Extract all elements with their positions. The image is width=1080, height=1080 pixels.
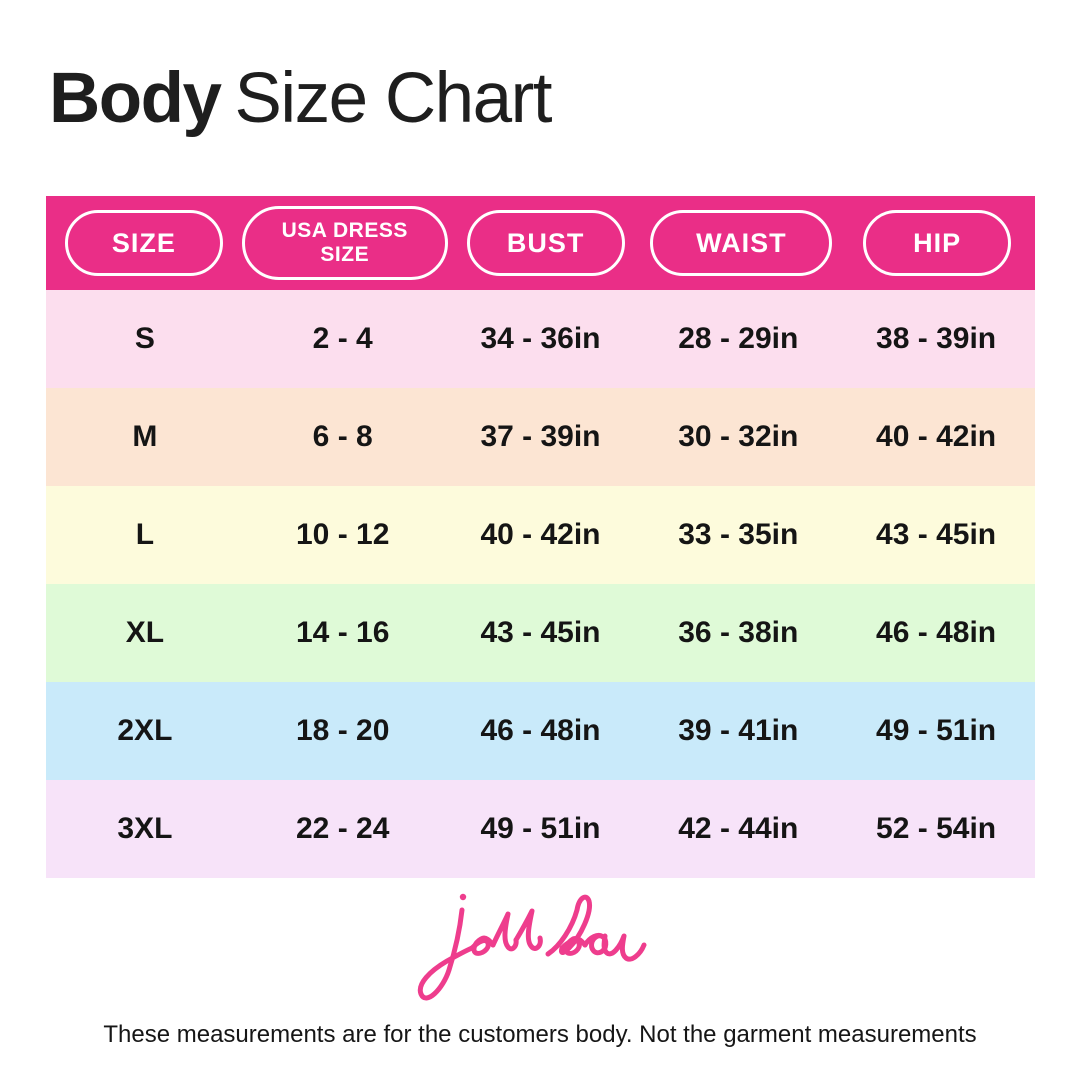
header-cell-bust: BUST	[448, 210, 644, 276]
jess-lea-logo	[416, 886, 656, 1016]
cell-hip: 52 - 54in	[876, 812, 997, 845]
table-row-2xl: 2XL 18 - 20 46 - 48in 39 - 41in 49 - 51i…	[46, 682, 1035, 780]
cell-hip: 46 - 48in	[876, 616, 997, 649]
cell-bust: 49 - 51in	[480, 812, 601, 845]
table-row-l: L 10 - 12 40 - 42in 33 - 35in 43 - 45in	[46, 486, 1035, 584]
cell-hip: 40 - 42in	[876, 420, 997, 453]
header-label: HIP	[913, 227, 962, 258]
cell-usa-dress-size: 14 - 16	[295, 616, 390, 649]
cell-usa-dress-size: 18 - 20	[295, 714, 390, 747]
cell-usa-dress-size: 6 - 8	[312, 420, 373, 453]
table-row-3xl: 3XL 22 - 24 49 - 51in 42 - 44in 52 - 54i…	[46, 780, 1035, 878]
header-cell-usa-dress-size: USA DRESS SIZE	[241, 206, 448, 280]
cell-bust: 46 - 48in	[480, 714, 601, 747]
header-label: USA DRESS	[281, 219, 408, 243]
cell-size: L	[135, 518, 155, 551]
header-label: WAIST	[696, 227, 787, 258]
size-chart-table: SIZE USA DRESS SIZE BUST WAIST	[46, 196, 1035, 878]
cell-waist: 30 - 32in	[678, 420, 799, 453]
cell-waist: 33 - 35in	[678, 518, 799, 551]
footer-note: These measurements are for the customers…	[103, 1021, 977, 1048]
cell-waist: 36 - 38in	[678, 616, 799, 649]
cell-bust: 34 - 36in	[480, 322, 601, 355]
header-cell-waist: WAIST	[644, 210, 840, 276]
cell-usa-dress-size: 22 - 24	[295, 812, 390, 845]
header-label: BUST	[506, 227, 585, 258]
header-pill-bust: BUST	[466, 210, 625, 276]
header-cell-size: SIZE	[46, 210, 242, 276]
cell-size: S	[134, 322, 155, 355]
header-pill-usa-dress-size: USA DRESS SIZE	[241, 206, 448, 280]
table-row-xl: XL 14 - 16 43 - 45in 36 - 38in 46 - 48in	[46, 584, 1035, 682]
title-regular: Size Chart	[234, 59, 553, 138]
header-cell-hip: HIP	[839, 210, 1035, 276]
cell-waist: 39 - 41in	[678, 714, 799, 747]
cell-usa-dress-size: 2 - 4	[312, 322, 373, 355]
cell-size: M	[132, 420, 158, 453]
cell-hip: 49 - 51in	[876, 714, 997, 747]
header-pill-hip: HIP	[863, 210, 1012, 276]
cell-usa-dress-size: 10 - 12	[295, 518, 390, 551]
header-pill-size: SIZE	[64, 210, 223, 276]
table-row-m: M 6 - 8 37 - 39in 30 - 32in 40 - 42in	[46, 388, 1035, 486]
cell-bust: 40 - 42in	[480, 518, 601, 551]
title-bold: Body	[49, 59, 222, 138]
cell-size: 2XL	[117, 714, 173, 747]
jess-lea-signature-icon	[417, 893, 647, 1001]
header-label: SIZE	[111, 227, 176, 258]
cell-bust: 37 - 39in	[480, 420, 601, 453]
cell-hip: 43 - 45in	[876, 518, 997, 551]
header-label: SIZE	[320, 243, 370, 266]
cell-waist: 42 - 44in	[678, 812, 799, 845]
cell-size: 3XL	[117, 812, 173, 845]
page-title: Body Size Chart	[49, 58, 553, 139]
header-pill-waist: WAIST	[650, 210, 833, 276]
cell-waist: 28 - 29in	[678, 322, 799, 355]
table-row-s: S 2 - 4 34 - 36in 28 - 29in 38 - 39in	[46, 290, 1035, 388]
table-header-row: SIZE USA DRESS SIZE BUST WAIST	[46, 196, 1035, 290]
cell-hip: 38 - 39in	[876, 322, 997, 355]
cell-size: XL	[125, 616, 165, 649]
cell-bust: 43 - 45in	[480, 616, 601, 649]
